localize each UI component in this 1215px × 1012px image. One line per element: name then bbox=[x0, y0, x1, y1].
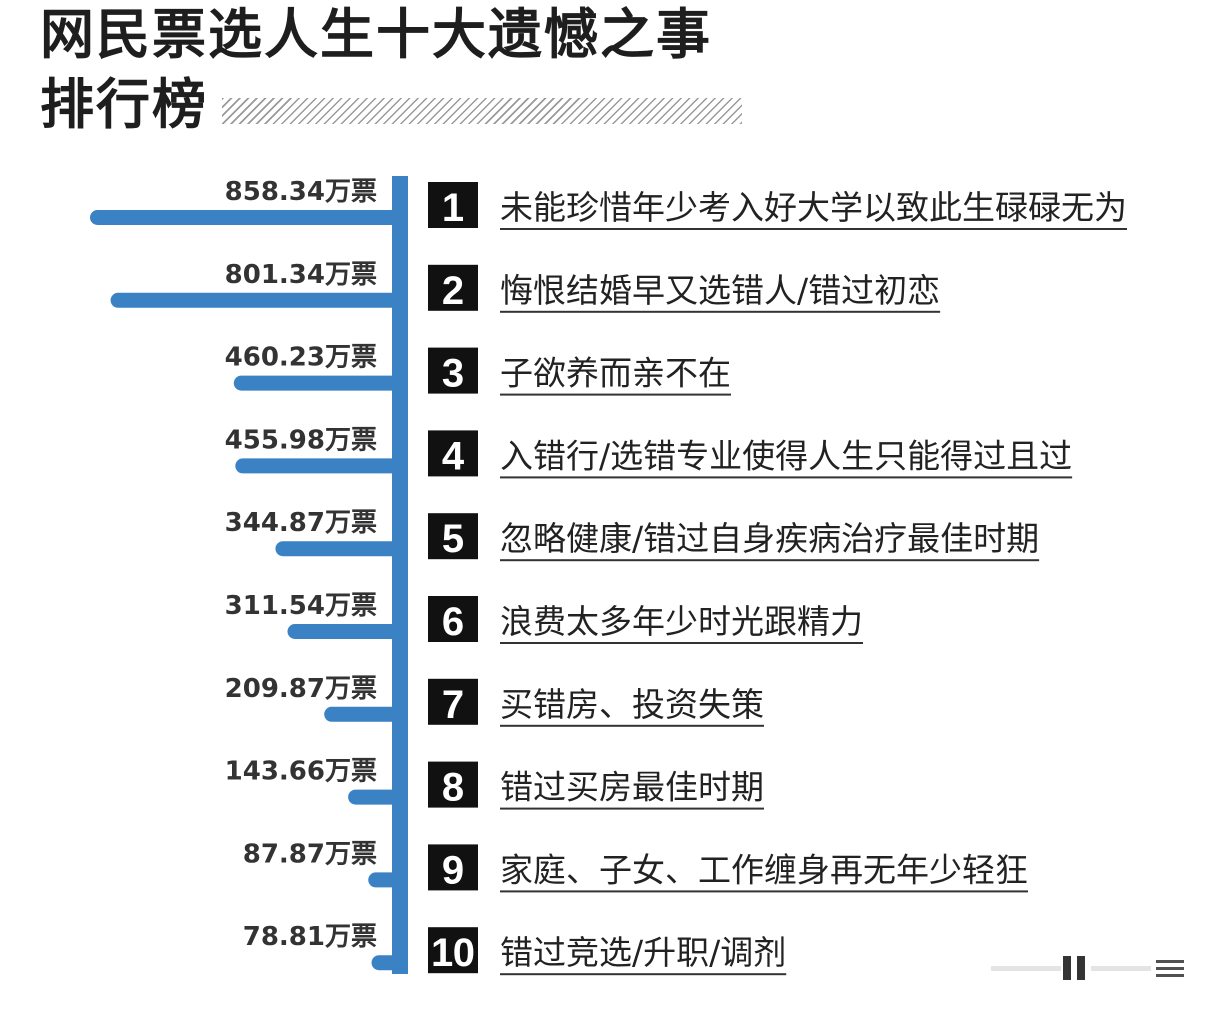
category-label: 浪费太多年少时光跟精力 bbox=[500, 602, 863, 641]
bar-value-label: 460.23万票 bbox=[225, 343, 377, 373]
bar bbox=[324, 706, 400, 722]
bar-value-label: 209.87万票 bbox=[225, 674, 377, 704]
bar bbox=[110, 292, 401, 308]
chart-title-line-1: 网民票选人生十大遗憾之事 bbox=[40, 3, 712, 66]
watermark-mark bbox=[991, 956, 1184, 980]
bar bbox=[348, 789, 400, 805]
bar-value-label: 455.98万票 bbox=[225, 425, 377, 455]
rank-badge bbox=[428, 513, 478, 560]
rank-number: 5 bbox=[442, 517, 464, 561]
bar-value-label: 858.34万票 bbox=[225, 177, 377, 207]
category-underline bbox=[500, 973, 787, 976]
bar bbox=[235, 458, 400, 474]
category-label: 错过买房最佳时期 bbox=[500, 768, 764, 807]
rank-badge bbox=[428, 596, 478, 642]
rank-badge bbox=[428, 182, 478, 228]
rank-number: 1 bbox=[442, 186, 464, 230]
bar bbox=[233, 375, 400, 391]
rank-number: 10 bbox=[431, 931, 475, 975]
title-hatch-decoration bbox=[222, 98, 742, 124]
category-underline bbox=[500, 310, 941, 313]
bar-value-label: 311.54万票 bbox=[225, 591, 377, 621]
rank-number: 2 bbox=[442, 269, 464, 313]
bar bbox=[368, 872, 400, 888]
vertical-axis-line bbox=[392, 176, 408, 974]
category-label: 买错房、投资失策 bbox=[500, 685, 764, 724]
bar-value-label: 801.34万票 bbox=[225, 260, 377, 290]
rank-badge bbox=[428, 927, 478, 974]
rank-badge bbox=[428, 430, 478, 477]
rank-number: 4 bbox=[442, 434, 465, 478]
category-label: 家庭、子女、工作缠身再无年少轻狂 bbox=[500, 850, 1028, 889]
rank-badge bbox=[428, 678, 478, 725]
category-underline bbox=[500, 476, 1073, 479]
bar bbox=[371, 955, 400, 971]
category-underline bbox=[500, 890, 1028, 893]
bar-value-label: 87.87万票 bbox=[243, 839, 377, 869]
bar-value-label: 143.66万票 bbox=[225, 757, 377, 787]
category-label: 入错行/选错专业使得人生只能得过且过 bbox=[500, 436, 1072, 475]
category-underline bbox=[500, 559, 1040, 562]
category-label: 未能珍惜年少考入好大学以致此生碌碌无为 bbox=[500, 188, 1127, 227]
category-label: 忽略健康/错过自身疾病治疗最佳时期 bbox=[500, 519, 1039, 558]
rank-badge bbox=[428, 347, 478, 394]
chart-title-line-2: 排行榜 bbox=[40, 73, 208, 136]
rank-badge bbox=[428, 761, 478, 808]
bar-value-label: 78.81万票 bbox=[243, 922, 377, 952]
rank-number: 9 bbox=[442, 848, 464, 892]
rank-number: 3 bbox=[442, 352, 464, 396]
rank-number: 8 bbox=[442, 766, 464, 810]
category-underline bbox=[500, 393, 731, 396]
bar bbox=[275, 541, 400, 557]
category-label: 错过竞选/升职/调剂 bbox=[500, 933, 786, 972]
bar-value-label: 344.87万票 bbox=[225, 508, 377, 538]
category-underline bbox=[500, 807, 764, 810]
category-underline bbox=[500, 228, 1127, 230]
category-label: 悔恨结婚早又选错人/错过初恋 bbox=[500, 271, 940, 310]
rank-badge bbox=[428, 844, 478, 891]
category-label: 子欲养而亲不在 bbox=[500, 354, 731, 393]
rank-number: 7 bbox=[442, 683, 464, 727]
bar bbox=[90, 210, 400, 225]
category-underline bbox=[500, 642, 863, 644]
bar bbox=[287, 624, 400, 639]
rank-badge bbox=[428, 264, 478, 311]
category-underline bbox=[500, 724, 764, 727]
rank-number: 6 bbox=[442, 600, 464, 644]
